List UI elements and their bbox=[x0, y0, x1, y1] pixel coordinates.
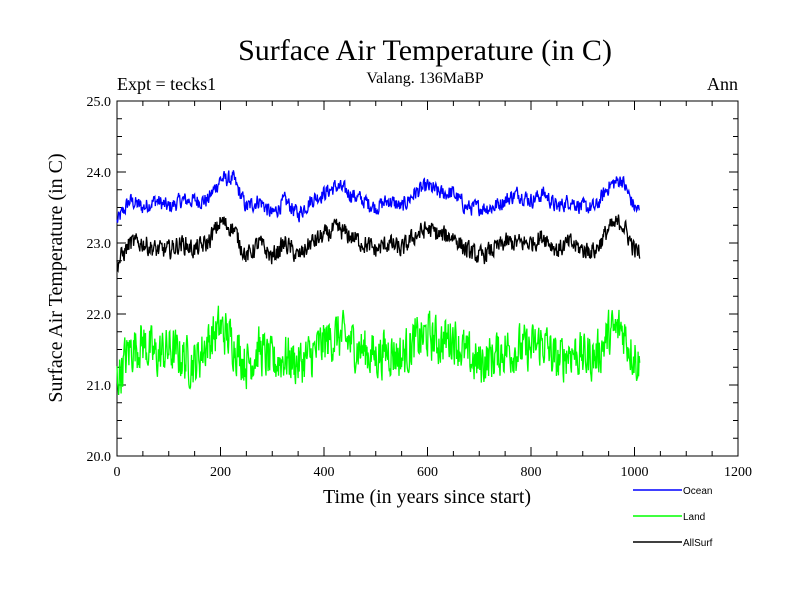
chart-subtitle: Valang. 136MaBP bbox=[366, 70, 483, 87]
x-tick-label: 200 bbox=[210, 465, 231, 480]
x-tick-label: 1000 bbox=[621, 465, 649, 480]
x-tick-label: 400 bbox=[314, 465, 335, 480]
series-lines bbox=[116, 170, 641, 396]
chart-title: Surface Air Temperature (in C) bbox=[238, 34, 612, 67]
series-line-ocean bbox=[116, 170, 641, 223]
plot-border bbox=[116, 100, 739, 457]
x-tick-label: 0 bbox=[114, 465, 121, 480]
series-line-allsurf bbox=[116, 214, 641, 274]
series-line-land bbox=[116, 305, 641, 396]
x-tick-label: 600 bbox=[417, 465, 438, 480]
axis-ticks: 0 200 400 600 800 1000 1200 20.0 21.0 22.0 23.0 24.… bbox=[87, 95, 753, 480]
y-tick-label: 22.0 bbox=[87, 308, 112, 323]
experiment-label: Expt = tecks1 bbox=[117, 74, 216, 94]
legend-label-allsurf: AllSurf bbox=[683, 538, 713, 549]
y-tick-label: 21.0 bbox=[87, 379, 112, 394]
y-tick-label: 20.0 bbox=[87, 450, 112, 465]
x-tick-label: 800 bbox=[521, 465, 542, 480]
y-tick-label: 24.0 bbox=[87, 166, 112, 181]
x-tick-label: 1200 bbox=[724, 465, 752, 480]
legend: Ocean Land AllSurf bbox=[633, 486, 713, 549]
legend-label-ocean: Ocean bbox=[683, 486, 712, 497]
y-tick-label: 23.0 bbox=[87, 237, 112, 252]
y-tick-label: 25.0 bbox=[87, 95, 112, 110]
plot-area bbox=[116, 100, 739, 457]
y-axis-label: Surface Air Temperature (in C) bbox=[45, 153, 67, 402]
legend-label-land: Land bbox=[683, 512, 705, 523]
x-axis-label: Time (in years since start) bbox=[323, 486, 531, 508]
period-label: Ann bbox=[707, 74, 738, 94]
